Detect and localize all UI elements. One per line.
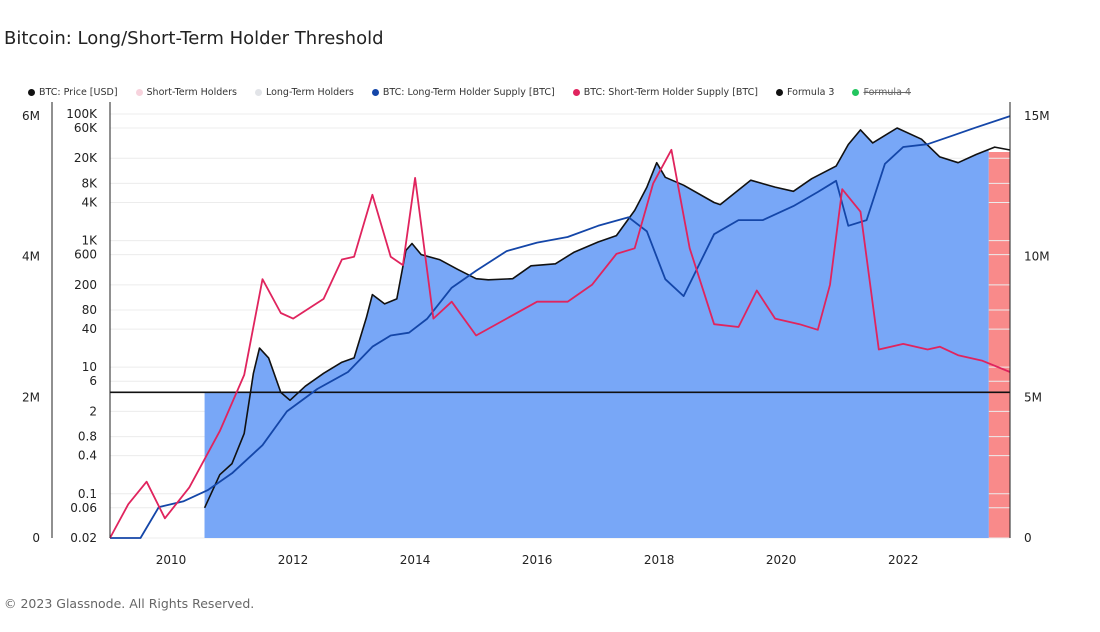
x-tick-label: 2016 [522,553,553,567]
x-tick-label: 2020 [766,553,797,567]
legend-item[interactable]: Formula 4 [852,87,911,98]
right-tick-label: 15M [1024,109,1050,123]
chart-title: Bitcoin: Long/Short-Term Holder Threshol… [4,28,384,49]
outer-left-tick-label: 4M [22,250,40,264]
legend-label: Short-Term Holders [146,87,237,98]
legend-item[interactable]: BTC: Short-Term Holder Supply [BTC] [572,87,758,98]
legend-label: Formula 3 [787,87,835,98]
outer-left-tick-label: 0 [32,531,40,545]
price-tick-label: 20K [74,151,98,165]
price-tick-label: 4K [81,195,98,209]
price-tick-label: 6 [89,374,97,388]
price-tick-label: 2 [89,404,97,418]
price-tick-label: 40 [82,322,97,336]
price-tick-label: 80 [82,303,97,317]
lth-supply-line [110,115,1011,539]
price-tick-label: 200 [74,278,97,292]
price-tick-label: 0.02 [70,531,97,545]
legend-label: Formula 4 [863,87,911,98]
price-tick-label: 1K [81,234,98,248]
blue-below-threshold [204,392,989,538]
price-line [203,127,1011,509]
legend-item[interactable]: Short-Term Holders [135,87,237,98]
legend-swatch [852,89,860,96]
x-tick-label: 2010 [156,553,187,567]
x-tick-label: 2018 [644,553,675,567]
price-tick-label: 0.1 [78,487,97,501]
legend-swatch [135,89,143,96]
legend-label: BTC: Short-Term Holder Supply [BTC] [583,87,758,98]
price-tick-label: 8K [81,176,98,190]
x-tick-label: 2012 [278,553,309,567]
outer-left-tick-label: 2M [22,390,40,404]
legend-item[interactable]: Long-Term Holders [254,87,354,98]
legend-swatch [371,89,379,96]
legend-item[interactable]: Formula 3 [776,87,834,98]
outer-left-tick-label: 6M [22,109,40,123]
legend-swatch [254,89,262,96]
price-tick-label: 100K [66,107,98,121]
legend-swatch [572,89,580,96]
right-tick-label: 5M [1024,390,1042,404]
red-zone [988,152,1010,538]
price-tick-label: 0.4 [78,449,97,463]
x-tick-label: 2022 [888,553,919,567]
legend-swatch [28,89,35,96]
price-tick-label: 60K [74,121,98,135]
price-tick-label: 0.8 [78,430,97,444]
legend-label: Long-Term Holders [265,87,354,98]
legend-item[interactable]: BTC: Price [USD] [28,87,118,98]
legend-item[interactable]: BTC: Long-Term Holder Supply [BTC] [371,87,555,98]
price-tick-label: 600 [74,248,97,262]
right-tick-label: 0 [1024,531,1032,545]
copyright-footer: © 2023 Glassnode. All Rights Reserved. [4,596,255,611]
legend-label: BTC: Price [USD] [39,87,118,98]
sth-supply-line [109,148,1011,539]
legend-label: BTC: Long-Term Holder Supply [BTC] [382,87,555,98]
price-tick-label: 10 [82,360,97,374]
legend-swatch [776,89,783,96]
legend: BTC: Price [USD] Short-Term Holders Long-T… [28,87,929,98]
price-tick-label: 0.06 [70,501,97,515]
right-tick-label: 10M [1024,250,1050,264]
x-tick-label: 2014 [400,553,431,567]
